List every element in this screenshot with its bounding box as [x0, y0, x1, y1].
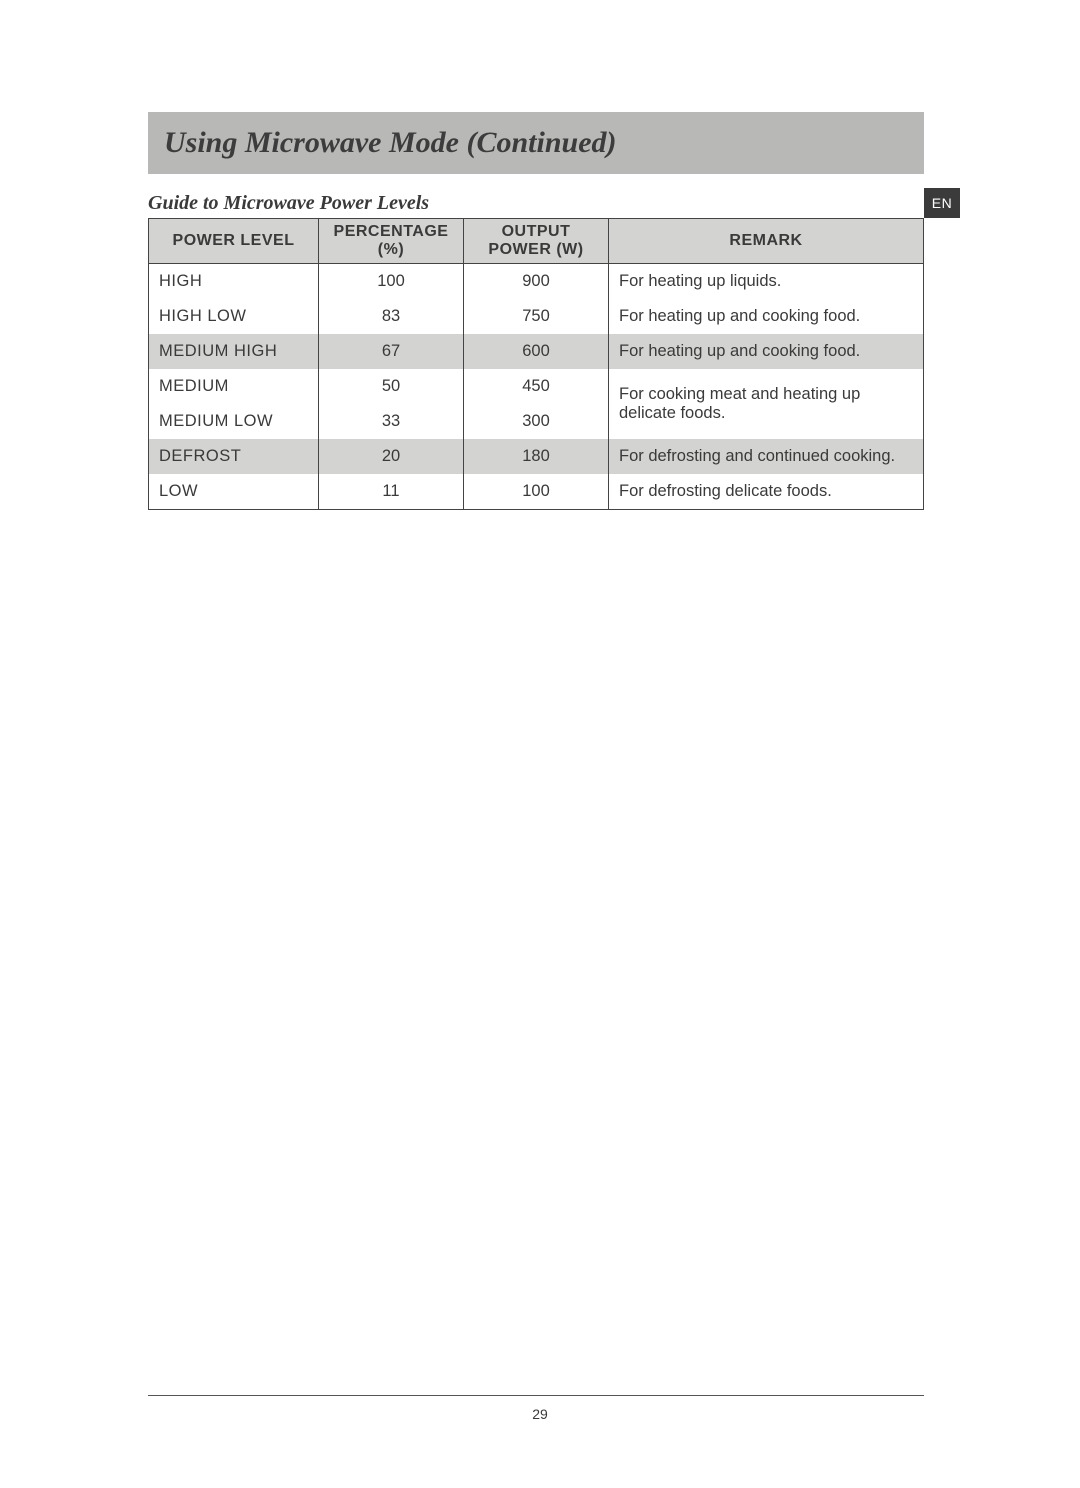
power-level-table: POWER LEVEL PERCENTAGE (%) OUTPUT POWER …	[148, 218, 924, 510]
section-header-banner: Using Microwave Mode (Continued)	[148, 112, 924, 174]
cell-pct: 50	[319, 369, 464, 404]
cell-pct: 83	[319, 299, 464, 334]
cell-out: 900	[464, 264, 609, 300]
section-title: Using Microwave Mode (Continued)	[164, 126, 617, 160]
cell-out: 300	[464, 404, 609, 439]
table-row: DEFROST 20 180 For defrosting and contin…	[149, 439, 924, 474]
cell-level: MEDIUM	[149, 369, 319, 404]
cell-remark: For cooking meat and heating up delicate…	[609, 369, 924, 439]
col-header-output-power: OUTPUT POWER (W)	[464, 219, 609, 264]
cell-level: DEFROST	[149, 439, 319, 474]
col-header-percentage: PERCENTAGE (%)	[319, 219, 464, 264]
table-row: HIGH LOW 83 750 For heating up and cooki…	[149, 299, 924, 334]
footer-rule	[148, 1395, 924, 1396]
table-row: HIGH 100 900 For heating up liquids.	[149, 264, 924, 300]
section-subtitle: Guide to Microwave Power Levels	[148, 192, 429, 215]
cell-out: 180	[464, 439, 609, 474]
page-number: 29	[0, 1406, 1080, 1422]
cell-remark: For defrosting delicate foods.	[609, 474, 924, 510]
cell-out: 100	[464, 474, 609, 510]
cell-remark: For heating up and cooking food.	[609, 299, 924, 334]
cell-level: MEDIUM LOW	[149, 404, 319, 439]
col-header-remark: REMARK	[609, 219, 924, 264]
table-row: MEDIUM HIGH 67 600 For heating up and co…	[149, 334, 924, 369]
cell-level: HIGH	[149, 264, 319, 300]
cell-out: 750	[464, 299, 609, 334]
cell-out: 450	[464, 369, 609, 404]
table-header-row: POWER LEVEL PERCENTAGE (%) OUTPUT POWER …	[149, 219, 924, 264]
col-header-power-level: POWER LEVEL	[149, 219, 319, 264]
cell-remark: For defrosting and continued cooking.	[609, 439, 924, 474]
cell-pct: 33	[319, 404, 464, 439]
cell-out: 600	[464, 334, 609, 369]
cell-pct: 67	[319, 334, 464, 369]
table-body: HIGH 100 900 For heating up liquids. HIG…	[149, 264, 924, 510]
cell-pct: 20	[319, 439, 464, 474]
cell-remark: For heating up liquids.	[609, 264, 924, 300]
cell-level: MEDIUM HIGH	[149, 334, 319, 369]
cell-remark: For heating up and cooking food.	[609, 334, 924, 369]
cell-pct: 11	[319, 474, 464, 510]
table-row: LOW 11 100 For defrosting delicate foods…	[149, 474, 924, 510]
cell-level: HIGH LOW	[149, 299, 319, 334]
cell-pct: 100	[319, 264, 464, 300]
table-row: MEDIUM 50 450 For cooking meat and heati…	[149, 369, 924, 404]
language-tab: EN	[924, 188, 960, 218]
cell-level: LOW	[149, 474, 319, 510]
